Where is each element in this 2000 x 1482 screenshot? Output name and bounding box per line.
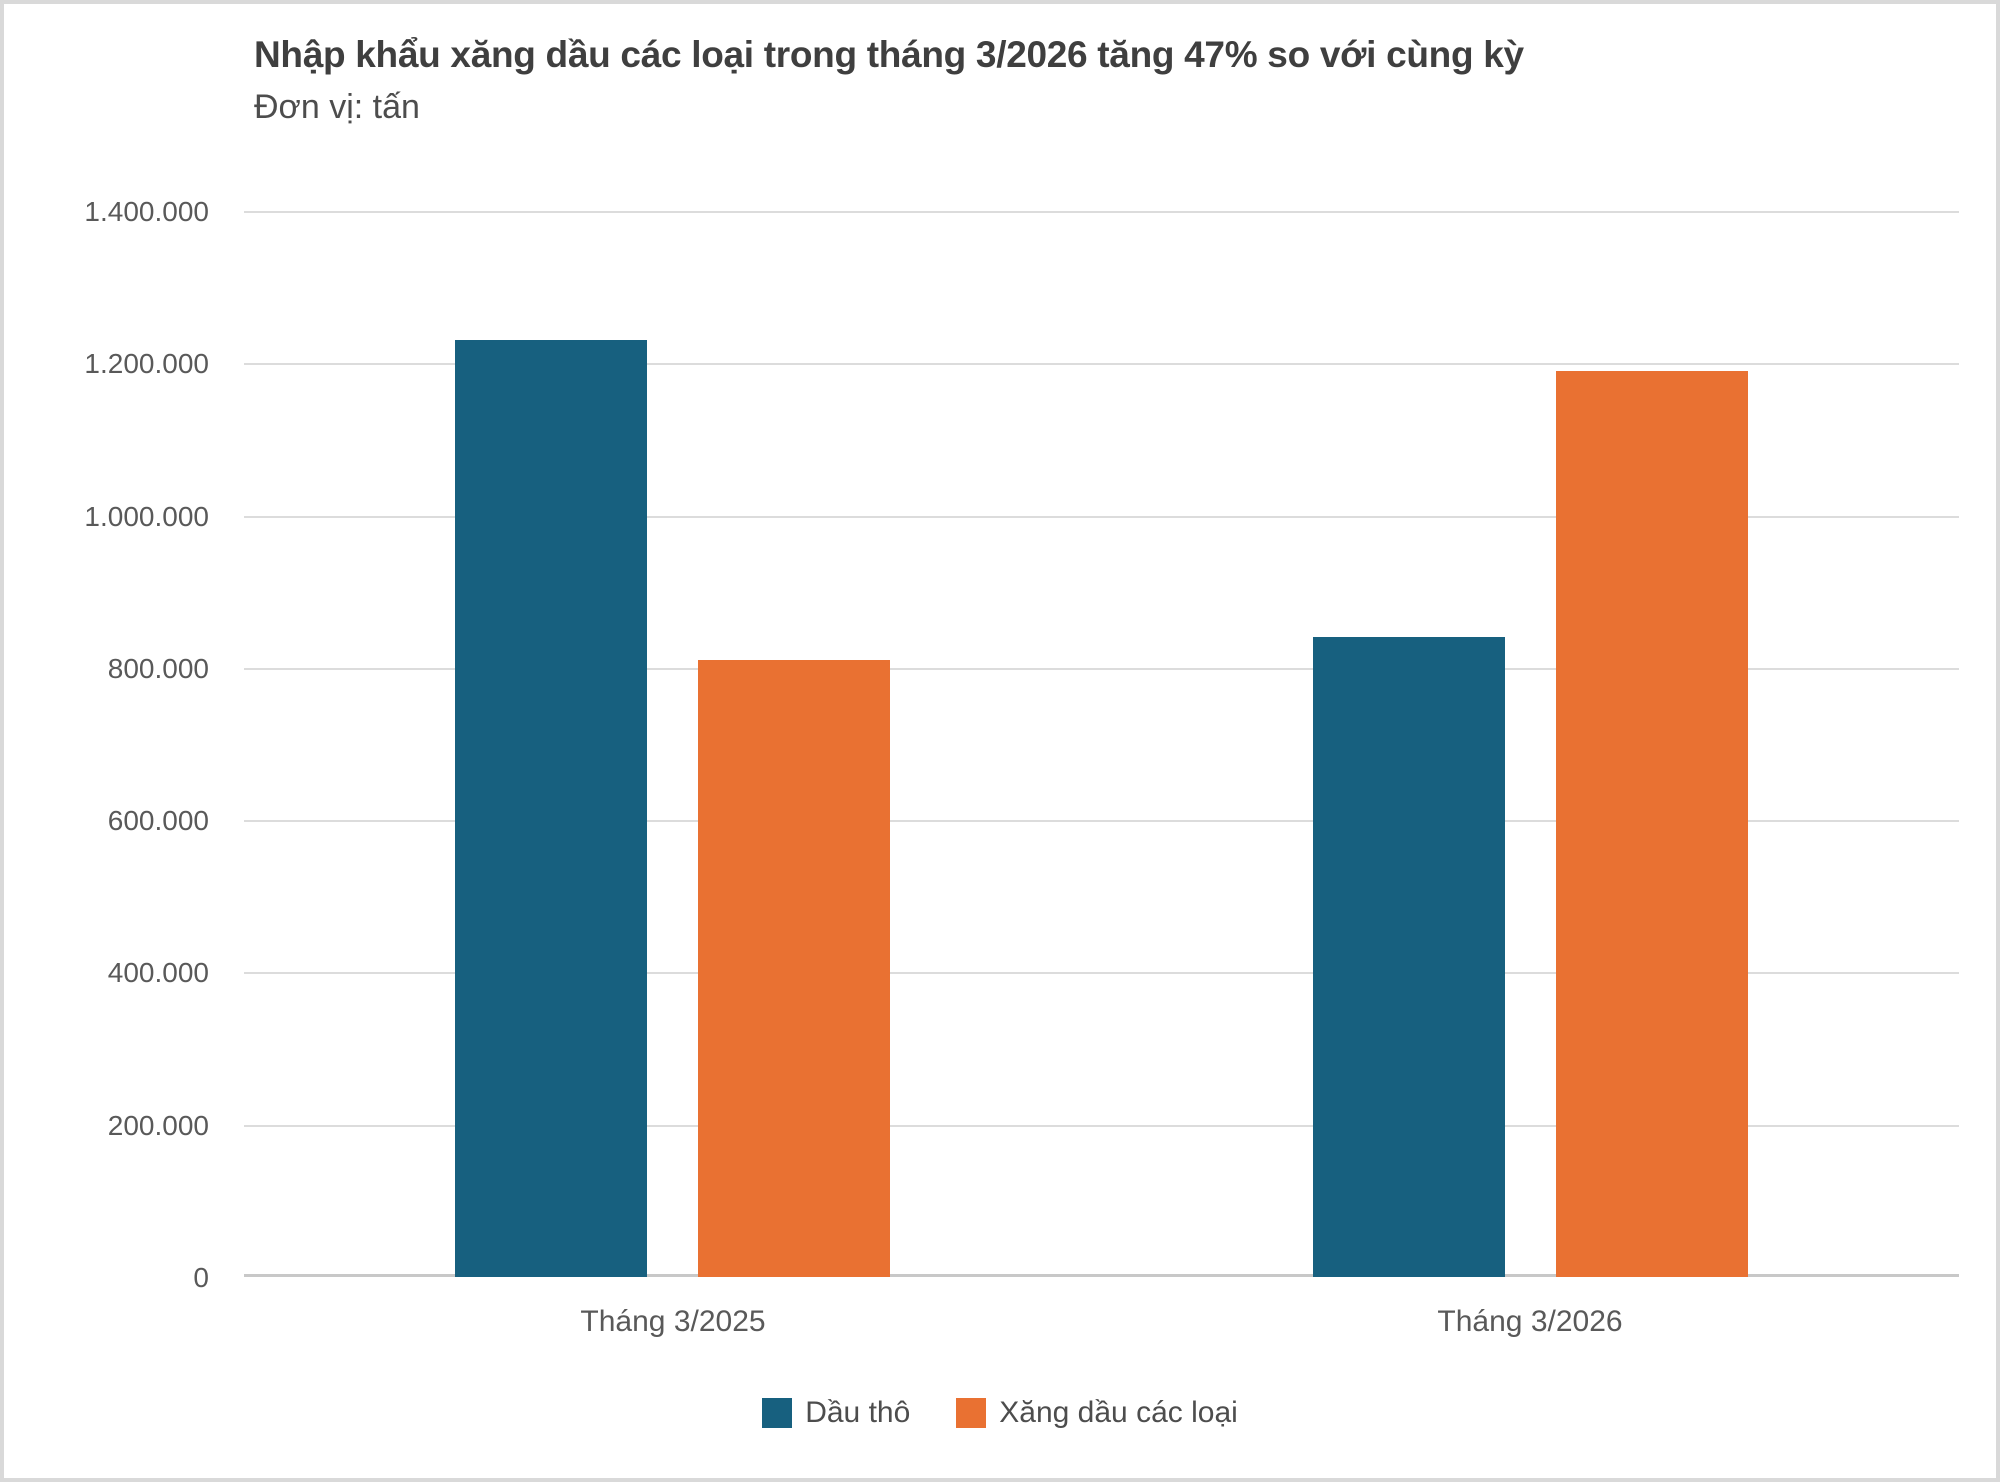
plot-area: 0 200.000 400.000 600.000 800.000 1.000.000 1.… [84,196,1959,1338]
legend-label: Xăng dầu các loại [999,1396,1238,1429]
bar [698,660,890,1277]
gridline [244,668,1959,670]
gridline [244,820,1959,822]
gridline [244,363,1959,365]
y-axis-label: 400.000 [107,957,209,988]
y-axis-label: 1.200.000 [84,348,209,379]
legend-item: Xăng dầu các loại [956,1396,1238,1430]
legend: Dầu thô Xăng dầu các loại [4,1396,1996,1430]
gridline [244,516,1959,518]
bar [1313,637,1505,1277]
y-axis-label: 200.000 [107,1110,209,1141]
bar [1556,371,1748,1277]
gridline [244,1125,1959,1127]
y-axis-label: 1.400.000 [84,196,209,227]
bar [455,340,647,1277]
y-axis-label: 1.000.000 [84,501,209,532]
legend-swatch [762,1398,793,1428]
gridline [244,211,1959,213]
x-axis-label: Tháng 3/2025 [580,1305,766,1338]
chart-title: Nhập khẩu xăng dầu các loại trong tháng … [254,34,1524,75]
y-axis-label: 800.000 [107,653,209,684]
y-axis-label: 0 [193,1262,209,1293]
y-axis-label: 600.000 [107,805,209,836]
chart-unit-label: Đơn vị: tấn [254,88,420,126]
x-axis-label: Tháng 3/2026 [1437,1305,1623,1338]
gridline [244,972,1959,974]
x-axis-baseline [244,1274,1959,1277]
legend-item: Dầu thô [762,1396,910,1430]
legend-label: Dầu thô [805,1396,911,1429]
legend-swatch [956,1398,987,1428]
